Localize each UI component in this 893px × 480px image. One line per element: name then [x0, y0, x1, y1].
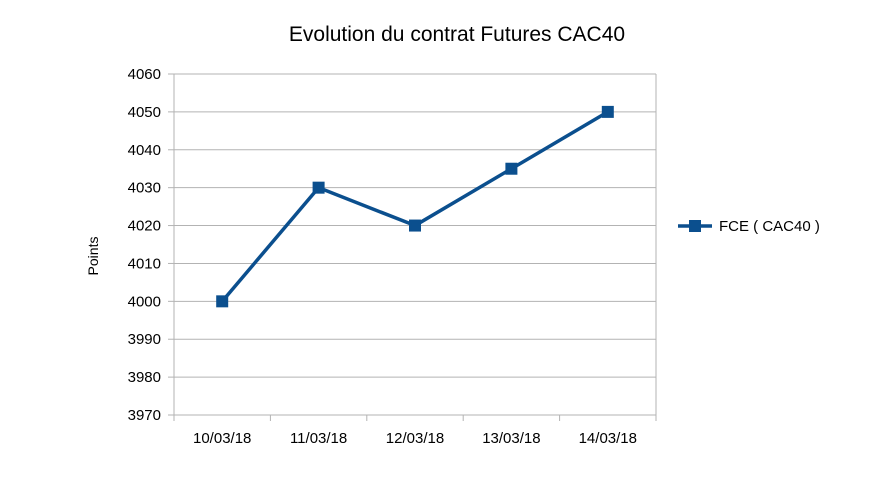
chart-title: Evolution du contrat Futures CAC40: [289, 23, 625, 46]
series-layer: [216, 105, 614, 308]
y-axis-ticks: 4060 4050 4040 4030 4020 4010 4000 3990 3980 3970: [128, 66, 174, 424]
y-tick-label-5: 4010: [128, 255, 161, 272]
y-tick-label-6: 4000: [128, 293, 161, 310]
x-tick-label-1: 11/03/18: [290, 430, 347, 447]
x-tick-label-2: 12/03/18: [386, 430, 444, 447]
x-tick-label-4: 14/03/18: [579, 430, 637, 447]
x-axis-ticks: 10/03/18 11/03/18 12/03/18 13/03/18 14/03/18: [173, 415, 657, 447]
legend: FCE ( CAC40 ): [678, 218, 820, 235]
data-point-0-3: [505, 162, 518, 175]
series-line-0: [220, 110, 609, 303]
y-tick-label-8: 3980: [128, 369, 161, 386]
y-tick-label-2: 4040: [128, 142, 161, 159]
data-point-0-0: [216, 295, 229, 308]
x-tick-label-0: 10/03/18: [193, 430, 251, 447]
data-point-0-1: [312, 181, 325, 194]
data-point-0-4: [601, 105, 614, 118]
y-tick-label-9: 3970: [128, 407, 161, 424]
legend-marker-0: [689, 220, 701, 232]
y-tick-label-0: 4060: [128, 66, 161, 83]
y-tick-label-7: 3990: [128, 331, 161, 348]
legend-label-0: FCE ( CAC40 ): [719, 218, 820, 235]
y-tick-label-1: 4050: [128, 104, 161, 121]
axes: [173, 74, 657, 416]
y-tick-label-4: 4020: [128, 218, 161, 235]
y-axis-title: Points: [85, 237, 101, 276]
x-tick-label-3: 13/03/18: [482, 430, 540, 447]
data-point-0-2: [409, 219, 421, 232]
y-tick-label-3: 4030: [128, 180, 161, 197]
